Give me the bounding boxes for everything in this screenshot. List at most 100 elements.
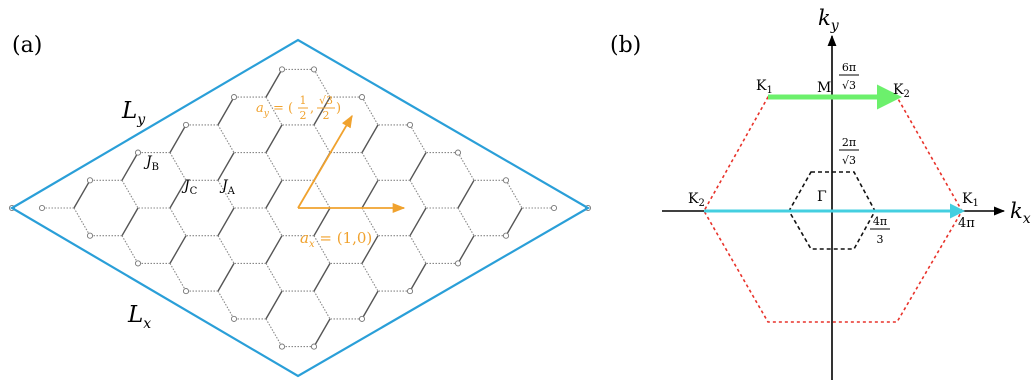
lattice-bond — [361, 179, 379, 209]
m-point-label: M — [817, 80, 831, 96]
boundary-site — [358, 315, 366, 322]
boundary-site — [182, 288, 190, 295]
lattice-bond — [313, 180, 331, 209]
lattice-bond — [169, 124, 187, 153]
svg-text:4π: 4π — [873, 215, 887, 228]
boundary-site — [134, 149, 142, 156]
lattice-bond — [313, 96, 331, 126]
boundary-site — [230, 315, 238, 322]
lattice-bond — [265, 179, 283, 209]
boundary-site — [310, 343, 318, 350]
lattice-bond — [265, 290, 283, 320]
lattice-bond — [313, 124, 331, 153]
lattice-bond — [313, 235, 331, 264]
boundary-site — [278, 343, 286, 350]
lattice-bond — [457, 179, 475, 209]
lx-label: Lx — [127, 302, 151, 332]
lattice-bond — [409, 152, 427, 181]
boundary-site — [502, 232, 510, 239]
boundary-site — [454, 149, 462, 156]
k1-top-label: K1 — [756, 78, 773, 96]
svg-text:√3: √3 — [319, 94, 333, 107]
two-pi-tick-label: 2π √3 — [839, 136, 859, 167]
lattice-bond — [361, 290, 379, 320]
lattice-bond — [121, 235, 139, 264]
boundary-site — [182, 121, 190, 128]
lattice-bond — [409, 124, 427, 153]
svg-text:1: 1 — [300, 94, 307, 107]
lattice-bond — [265, 124, 283, 153]
lattice-bond — [457, 207, 475, 236]
lattice-bond — [361, 263, 379, 292]
ja-label: JA — [219, 178, 236, 197]
svg-text:2: 2 — [300, 109, 307, 122]
lattice-bond — [313, 318, 331, 347]
ky-label: ky — [818, 6, 840, 34]
ax-vector-label: ax = (1,0) — [300, 229, 372, 250]
boundary-site — [454, 260, 462, 267]
lattice-bond — [361, 96, 379, 126]
ly-label: Ly — [121, 98, 146, 128]
lattice-bond — [361, 124, 379, 153]
lattice-bond — [361, 235, 379, 264]
lattice-bond — [457, 152, 475, 181]
lattice-bond — [217, 207, 235, 237]
lattice-bond — [313, 69, 331, 98]
lattice-bond — [265, 263, 283, 292]
boundary-site — [134, 260, 142, 267]
lattice-bond — [505, 180, 523, 209]
lattice-bond — [217, 124, 235, 153]
lattice-bond — [313, 263, 331, 292]
lattice-bond — [217, 290, 235, 320]
boundary-site — [278, 66, 286, 73]
boundary-site — [358, 94, 366, 101]
lattice-bond — [409, 180, 427, 209]
lattice-bond — [265, 318, 283, 347]
lattice-bond — [121, 207, 139, 237]
lattice-bond — [457, 235, 475, 264]
svg-text:√3: √3 — [842, 79, 856, 92]
lattice-bond — [169, 207, 187, 236]
gamma-point-label: Γ — [817, 189, 827, 205]
boundary-site — [406, 288, 414, 295]
kx-label: kx — [1010, 199, 1031, 227]
boundary-site — [86, 177, 94, 184]
lattice-bond — [361, 152, 379, 181]
lattice-bond — [169, 179, 187, 209]
svg-text:,: , — [310, 101, 314, 116]
lattice-bond — [313, 207, 331, 237]
boundary-site — [86, 232, 94, 239]
lattice-bond — [73, 207, 91, 236]
svg-text:√3: √3 — [842, 154, 856, 167]
boundary-site — [406, 121, 414, 128]
lattice-bond — [505, 207, 523, 237]
k2-top-label: K2 — [893, 82, 910, 100]
boundary-site — [550, 204, 558, 212]
svg-text:2: 2 — [323, 109, 330, 122]
lattice-bond — [73, 179, 91, 209]
lattice-bond — [265, 235, 283, 264]
ay-vector-label: ay = ( 1 2 , √3 2 ) — [256, 94, 341, 122]
lattice-border — [9, 38, 591, 378]
panel-a-label: (a) — [12, 33, 42, 58]
boundary-site — [230, 94, 238, 101]
lattice-bond — [265, 152, 283, 181]
lattice-bond — [313, 290, 331, 320]
k2-left-label: K2 — [688, 191, 705, 209]
panel-a: (a) Ly Lx JB JC JA ax = (1,0) ay = ( 1 2… — [8, 33, 592, 378]
svg-text:6π: 6π — [842, 61, 856, 74]
panel-b: (b) kx ky K1 K2 M K2 K1 Γ 6π √3 2π √3 — [610, 6, 1031, 380]
lattice-bond — [265, 207, 283, 236]
lattice-bond — [361, 207, 379, 236]
boundary-site — [502, 177, 510, 184]
k1-right-label: K1 — [962, 191, 979, 209]
ay-arrow — [297, 114, 353, 209]
lattice-bond — [409, 263, 427, 292]
lattice-bond — [217, 180, 235, 209]
lattice-bond — [217, 96, 235, 126]
lattice-bond — [169, 152, 187, 181]
lattice-bond — [121, 152, 139, 181]
lattice-bond — [265, 69, 283, 98]
jc-label: JC — [181, 178, 198, 197]
